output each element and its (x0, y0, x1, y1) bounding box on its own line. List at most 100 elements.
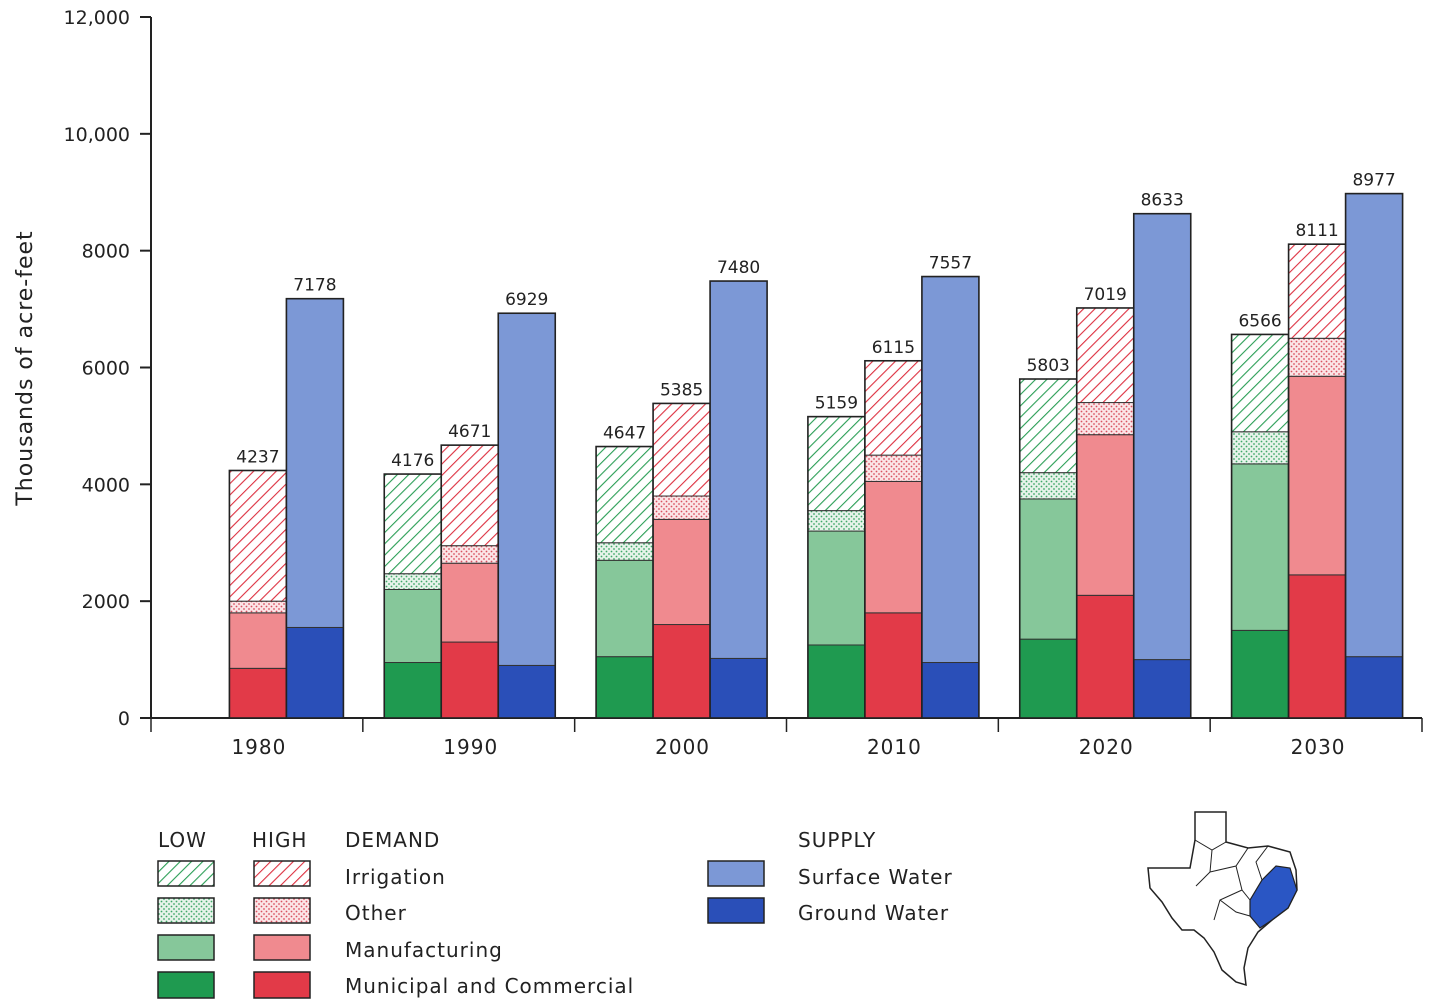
bar-segment-low-irrigation (383, 473, 442, 575)
bar-segment-ground-water (709, 657, 768, 719)
bar-segment-high-irrigation (440, 444, 499, 547)
y-axis: 0 2000 4000 6000 8000 10,000 12,000 (64, 7, 152, 730)
bar-segment-ground-water (497, 664, 556, 719)
bar-2000-low (595, 445, 654, 719)
bar-segment-high-manufacturing (652, 518, 711, 626)
y-tick-label: 4000 (82, 474, 130, 496)
data-label: 5159 (815, 394, 858, 414)
bar-segment-surface-water (497, 312, 556, 666)
data-label: 6115 (872, 338, 915, 358)
bar-outline (1132, 212, 1192, 719)
y-tick-label: 10,000 (64, 124, 130, 146)
bar-segment-low-municipal (1231, 629, 1290, 719)
legend-demand-heading: DEMAND (345, 828, 440, 852)
data-label: 6566 (1238, 311, 1281, 331)
legend-swatch-surface-water (707, 860, 765, 887)
bar-segment-surface-water (709, 280, 768, 659)
data-label: 8633 (1141, 191, 1184, 211)
bar-segment-surface-water (285, 298, 344, 628)
bar-segment-low-municipal (383, 662, 442, 719)
y-tick-label: 8000 (82, 241, 130, 263)
bar-segment-low-other (383, 573, 442, 590)
x-ticks: 1980 1990 2000 2010 2020 2030 (150, 718, 1423, 759)
data-label: 4671 (448, 422, 491, 442)
bar-segment-high-manufacturing (1076, 434, 1135, 596)
data-label: 7480 (717, 258, 760, 278)
legend-high-heading: HIGH (252, 828, 307, 852)
bar-segment-ground-water (921, 662, 980, 719)
legend-other-label: Other (345, 901, 407, 925)
bar-segment-surface-water (1345, 193, 1404, 658)
bar-segment-high-municipal (652, 624, 711, 719)
bar-segment-high-municipal (864, 612, 923, 719)
bar-segment-high-irrigation (1288, 243, 1347, 339)
bar-segment-high-irrigation (864, 360, 923, 456)
bar-outline (285, 297, 345, 719)
x-tick-label: 2030 (1291, 735, 1346, 759)
legend: LOW HIGH DEMAND Irrigation Other Manufac… (157, 828, 953, 999)
bar-segment-low-municipal (1019, 638, 1078, 719)
bar-segment-high-other (228, 600, 287, 614)
bar-segment-low-manufacturing (807, 530, 866, 646)
data-label: 6929 (505, 290, 548, 310)
legend-low-heading: LOW (158, 828, 207, 852)
bar-1990-supply (497, 312, 557, 719)
bar-segment-high-other (1288, 337, 1347, 377)
bar-segment-high-other (1076, 402, 1135, 436)
x-tick-label: 2000 (655, 735, 710, 759)
map-highlight-region (1249, 865, 1298, 929)
bar-segment-ground-water (285, 626, 344, 719)
data-label: 4237 (236, 447, 279, 467)
bar-2000-supply (709, 280, 768, 719)
legend-swatch-high-irrigation (253, 860, 311, 887)
data-label: 5803 (1027, 356, 1070, 376)
bar-outline (921, 275, 980, 719)
bar-segment-high-other (652, 495, 711, 520)
bar-2020-high (1075, 307, 1135, 719)
bar-segment-low-irrigation (807, 416, 866, 512)
bar-segment-high-irrigation (1076, 307, 1135, 404)
bar-segment-ground-water (1133, 659, 1192, 719)
legend-swatch-low-municipal (157, 971, 215, 999)
bar-segment-surface-water (1133, 213, 1192, 661)
legend-supply-heading: SUPPLY (798, 828, 876, 852)
bar-1990-low (383, 473, 443, 719)
legend-swatch-high-manufacturing (253, 934, 311, 961)
bar-segment-high-other (440, 545, 499, 564)
bar-segment-high-manufacturing (864, 480, 923, 614)
bar-1980-high (228, 469, 288, 719)
bar-2030-supply (1344, 192, 1404, 719)
bar-segment-low-other (1231, 431, 1290, 465)
x-tick-label: 1980 (231, 735, 286, 759)
bar-segment-high-municipal (440, 641, 499, 719)
legend-ground-water-label: Ground Water (798, 901, 949, 925)
y-tick-label: 0 (118, 708, 130, 730)
bar-2000-high (652, 402, 711, 719)
bar-2010-low (807, 415, 866, 719)
legend-swatch-ground-water (707, 897, 765, 924)
data-label: 7019 (1084, 285, 1127, 305)
legend-swatch-high-other (253, 897, 311, 924)
bar-segment-surface-water (921, 276, 980, 664)
bar-segment-low-other (1019, 472, 1078, 500)
legend-swatch-low-manufacturing (157, 934, 215, 961)
bar-segment-high-municipal (228, 667, 287, 719)
data-label: 8977 (1352, 171, 1395, 191)
bar-2010-high (864, 359, 923, 719)
bar-outline (1344, 192, 1404, 719)
legend-municipal-label: Municipal and Commercial (345, 974, 634, 998)
x-tick-label: 1990 (443, 735, 498, 759)
bar-segment-low-irrigation (1019, 378, 1078, 474)
legend-surface-water-label: Surface Water (798, 865, 953, 889)
data-label: 4647 (603, 424, 646, 444)
bar-segment-high-municipal (1288, 574, 1347, 719)
x-tick-label: 2010 (867, 735, 922, 759)
bar-segment-low-municipal (595, 656, 654, 719)
legend-swatch-low-other (157, 897, 215, 924)
bar-segment-high-irrigation (228, 469, 287, 602)
bar-2030-high (1287, 243, 1347, 719)
legend-irrigation-label: Irrigation (345, 865, 446, 889)
x-axis: 1980 1990 2000 2010 2020 2030 (140, 717, 1423, 759)
y-tick-label: 2000 (82, 591, 130, 613)
y-ticks: 0 2000 4000 6000 8000 10,000 12,000 (64, 7, 151, 730)
